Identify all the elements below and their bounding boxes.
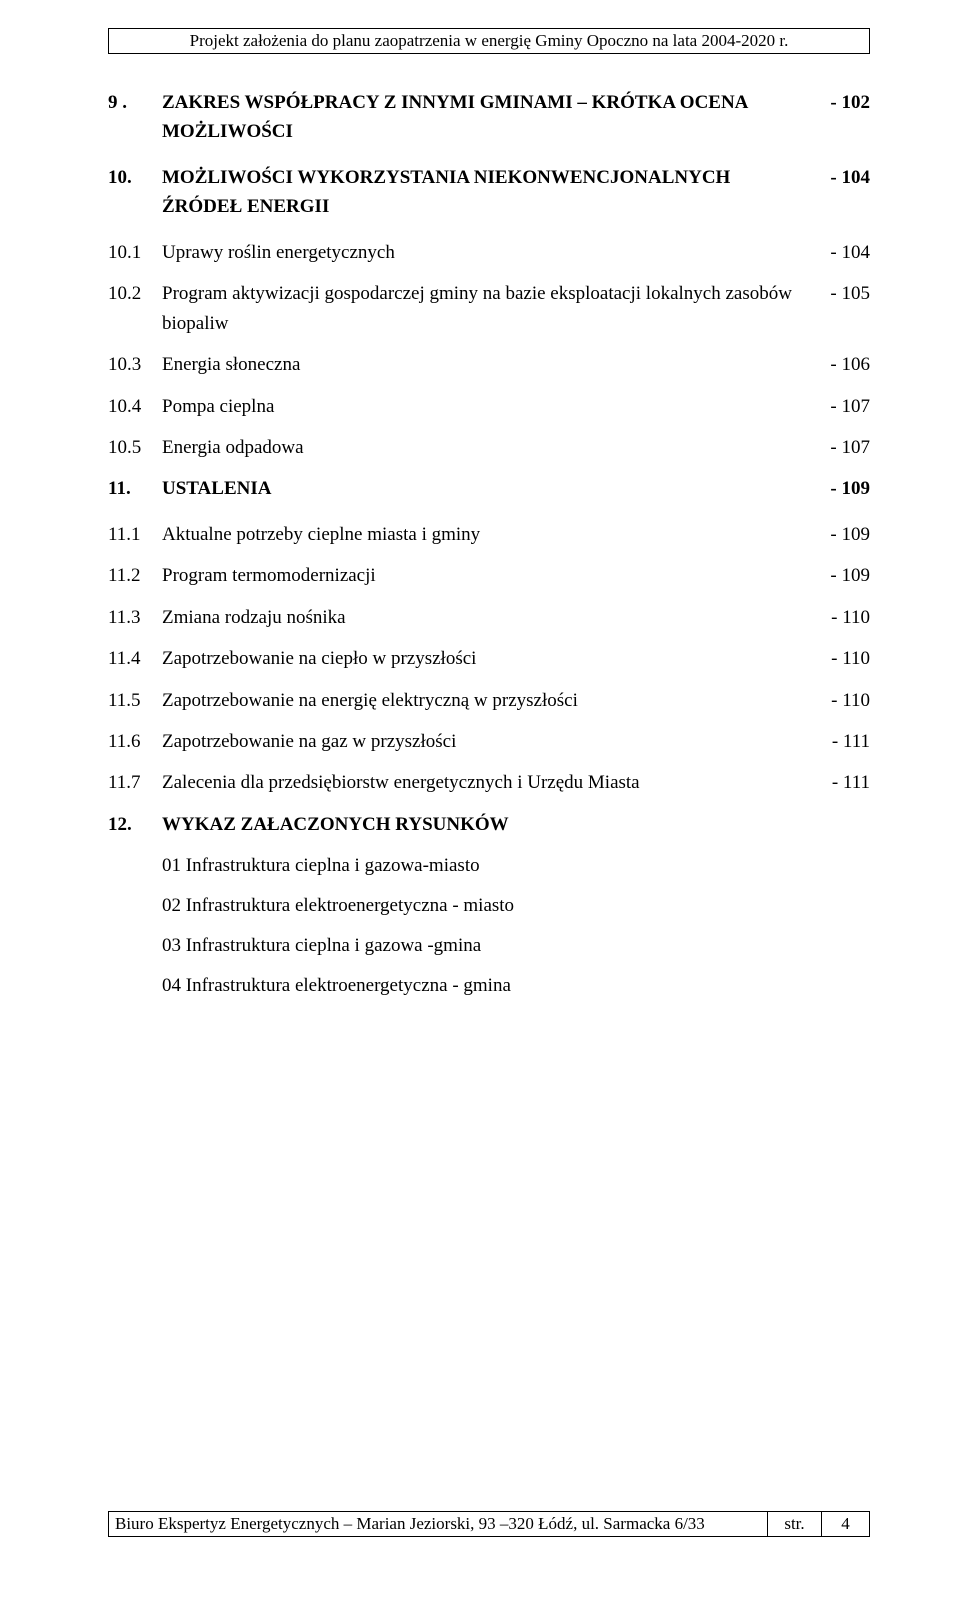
toc-text: Pompa cieplna [162,392,810,421]
toc: 9 . ZAKRES WSPÓŁPRACY Z INNYMI GMINAMI –… [108,88,870,997]
toc-item: 10.1 Uprawy roślin energetycznych - 104 [108,238,870,267]
toc-page: - 102 [810,88,870,117]
list-item: 04 Infrastruktura elektroenergetyczna - … [162,975,870,997]
toc-item: 10. MOŻLIWOŚCI WYKORZYSTANIA NIEKONWENCJ… [108,163,870,222]
list-item: 01 Infrastruktura cieplna i gazowa-miast… [162,855,870,877]
toc-item: 10.2 Program aktywizacji gospodarczej gm… [108,279,870,338]
toc-num: 11.5 [108,686,162,715]
toc-num: 11.6 [108,727,162,756]
toc-item: 11.7 Zalecenia dla przedsiębiorstw energ… [108,768,870,797]
toc-page: - 109 [810,561,870,590]
toc-page: - 107 [810,433,870,462]
toc-page: - 109 [810,520,870,549]
toc-item: 9 . ZAKRES WSPÓŁPRACY Z INNYMI GMINAMI –… [108,88,870,147]
footer-page-number: 4 [822,1511,870,1537]
toc-page: - 104 [810,163,870,192]
toc-item: 11.1 Aktualne potrzeby cieplne miasta i … [108,520,870,549]
toc-num: 10.4 [108,392,162,421]
footer-publisher: Biuro Ekspertyz Energetycznych – Marian … [108,1511,768,1537]
toc-text: Zapotrzebowanie na energię elektryczną w… [162,686,810,715]
toc-page: - 110 [810,603,870,632]
toc-page: - 107 [810,392,870,421]
toc-num: 10.1 [108,238,162,267]
toc-page: - 106 [810,350,870,379]
toc-text: Uprawy roślin energetycznych [162,238,810,267]
toc-text: WYKAZ ZAŁACZONYCH RYSUNKÓW [162,810,810,839]
attachments-list: 01 Infrastruktura cieplna i gazowa-miast… [162,855,870,997]
toc-item: 11.3 Zmiana rodzaju nośnika - 110 [108,603,870,632]
toc-item: 10.5 Energia odpadowa - 107 [108,433,870,462]
toc-text: ZAKRES WSPÓŁPRACY Z INNYMI GMINAMI – KRÓ… [162,88,810,147]
toc-text: USTALENIA [162,474,810,503]
toc-num: 9 . [108,88,162,117]
footer-page-label: str. [768,1511,822,1537]
toc-page: - 104 [810,238,870,267]
toc-num: 10.5 [108,433,162,462]
toc-text: MOŻLIWOŚCI WYKORZYSTANIA NIEKONWENCJONAL… [162,163,810,222]
toc-item: 11.5 Zapotrzebowanie na energię elektryc… [108,686,870,715]
toc-text: Energia słoneczna [162,350,810,379]
toc-num: 11. [108,474,162,503]
list-item: 03 Infrastruktura cieplna i gazowa -gmin… [162,935,870,957]
toc-item: 11.6 Zapotrzebowanie na gaz w przyszłośc… [108,727,870,756]
toc-text: Zapotrzebowanie na ciepło w przyszłości [162,644,810,673]
toc-num: 10.3 [108,350,162,379]
toc-page: - 105 [810,279,870,308]
page-footer: Biuro Ekspertyz Energetycznych – Marian … [108,1511,870,1537]
toc-page: - 111 [810,768,870,797]
toc-num: 10. [108,163,162,192]
toc-item: 12. WYKAZ ZAŁACZONYCH RYSUNKÓW [108,810,870,839]
toc-item: 11.2 Program termomodernizacji - 109 [108,561,870,590]
page-header: Projekt założenia do planu zaopatrzenia … [108,28,870,54]
toc-text: Zapotrzebowanie na gaz w przyszłości [162,727,810,756]
toc-num: 11.7 [108,768,162,797]
list-item: 02 Infrastruktura elektroenergetyczna - … [162,895,870,917]
toc-text: Program aktywizacji gospodarczej gminy n… [162,279,810,338]
toc-item: 10.4 Pompa cieplna - 107 [108,392,870,421]
toc-item: 10.3 Energia słoneczna - 106 [108,350,870,379]
toc-text: Program termomodernizacji [162,561,810,590]
toc-text: Zalecenia dla przedsiębiorstw energetycz… [162,768,810,797]
toc-num: 11.3 [108,603,162,632]
toc-num: 11.2 [108,561,162,590]
toc-num: 11.1 [108,520,162,549]
toc-item: 11.4 Zapotrzebowanie na ciepło w przyszł… [108,644,870,673]
toc-page: - 110 [810,644,870,673]
toc-item: 11. USTALENIA - 109 [108,474,870,503]
toc-text: Energia odpadowa [162,433,810,462]
toc-num: 10.2 [108,279,162,308]
toc-text: Zmiana rodzaju nośnika [162,603,810,632]
toc-text: Aktualne potrzeby cieplne miasta i gminy [162,520,810,549]
toc-num: 12. [108,810,162,839]
toc-num: 11.4 [108,644,162,673]
toc-page: - 111 [810,727,870,756]
toc-page: - 110 [810,686,870,715]
toc-page: - 109 [810,474,870,503]
